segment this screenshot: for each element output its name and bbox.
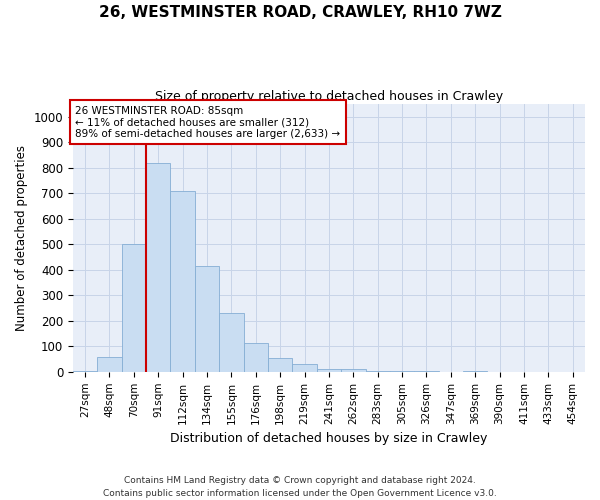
- Y-axis label: Number of detached properties: Number of detached properties: [15, 145, 28, 331]
- Title: Size of property relative to detached houses in Crawley: Size of property relative to detached ho…: [155, 90, 503, 103]
- Bar: [268, 358, 292, 372]
- Bar: [415, 370, 439, 372]
- Bar: [292, 364, 317, 372]
- Bar: [73, 370, 97, 372]
- Bar: [317, 370, 341, 372]
- Bar: [219, 313, 244, 372]
- Bar: [390, 370, 415, 372]
- Bar: [463, 370, 487, 372]
- Bar: [195, 266, 219, 372]
- Bar: [341, 370, 365, 372]
- Bar: [365, 370, 390, 372]
- Bar: [146, 163, 170, 372]
- Text: Contains HM Land Registry data © Crown copyright and database right 2024.
Contai: Contains HM Land Registry data © Crown c…: [103, 476, 497, 498]
- Text: 26 WESTMINSTER ROAD: 85sqm
← 11% of detached houses are smaller (312)
89% of sem: 26 WESTMINSTER ROAD: 85sqm ← 11% of deta…: [76, 106, 341, 138]
- Bar: [122, 244, 146, 372]
- X-axis label: Distribution of detached houses by size in Crawley: Distribution of detached houses by size …: [170, 432, 488, 445]
- Bar: [170, 191, 195, 372]
- Bar: [97, 356, 122, 372]
- Bar: [244, 342, 268, 372]
- Text: 26, WESTMINSTER ROAD, CRAWLEY, RH10 7WZ: 26, WESTMINSTER ROAD, CRAWLEY, RH10 7WZ: [98, 5, 502, 20]
